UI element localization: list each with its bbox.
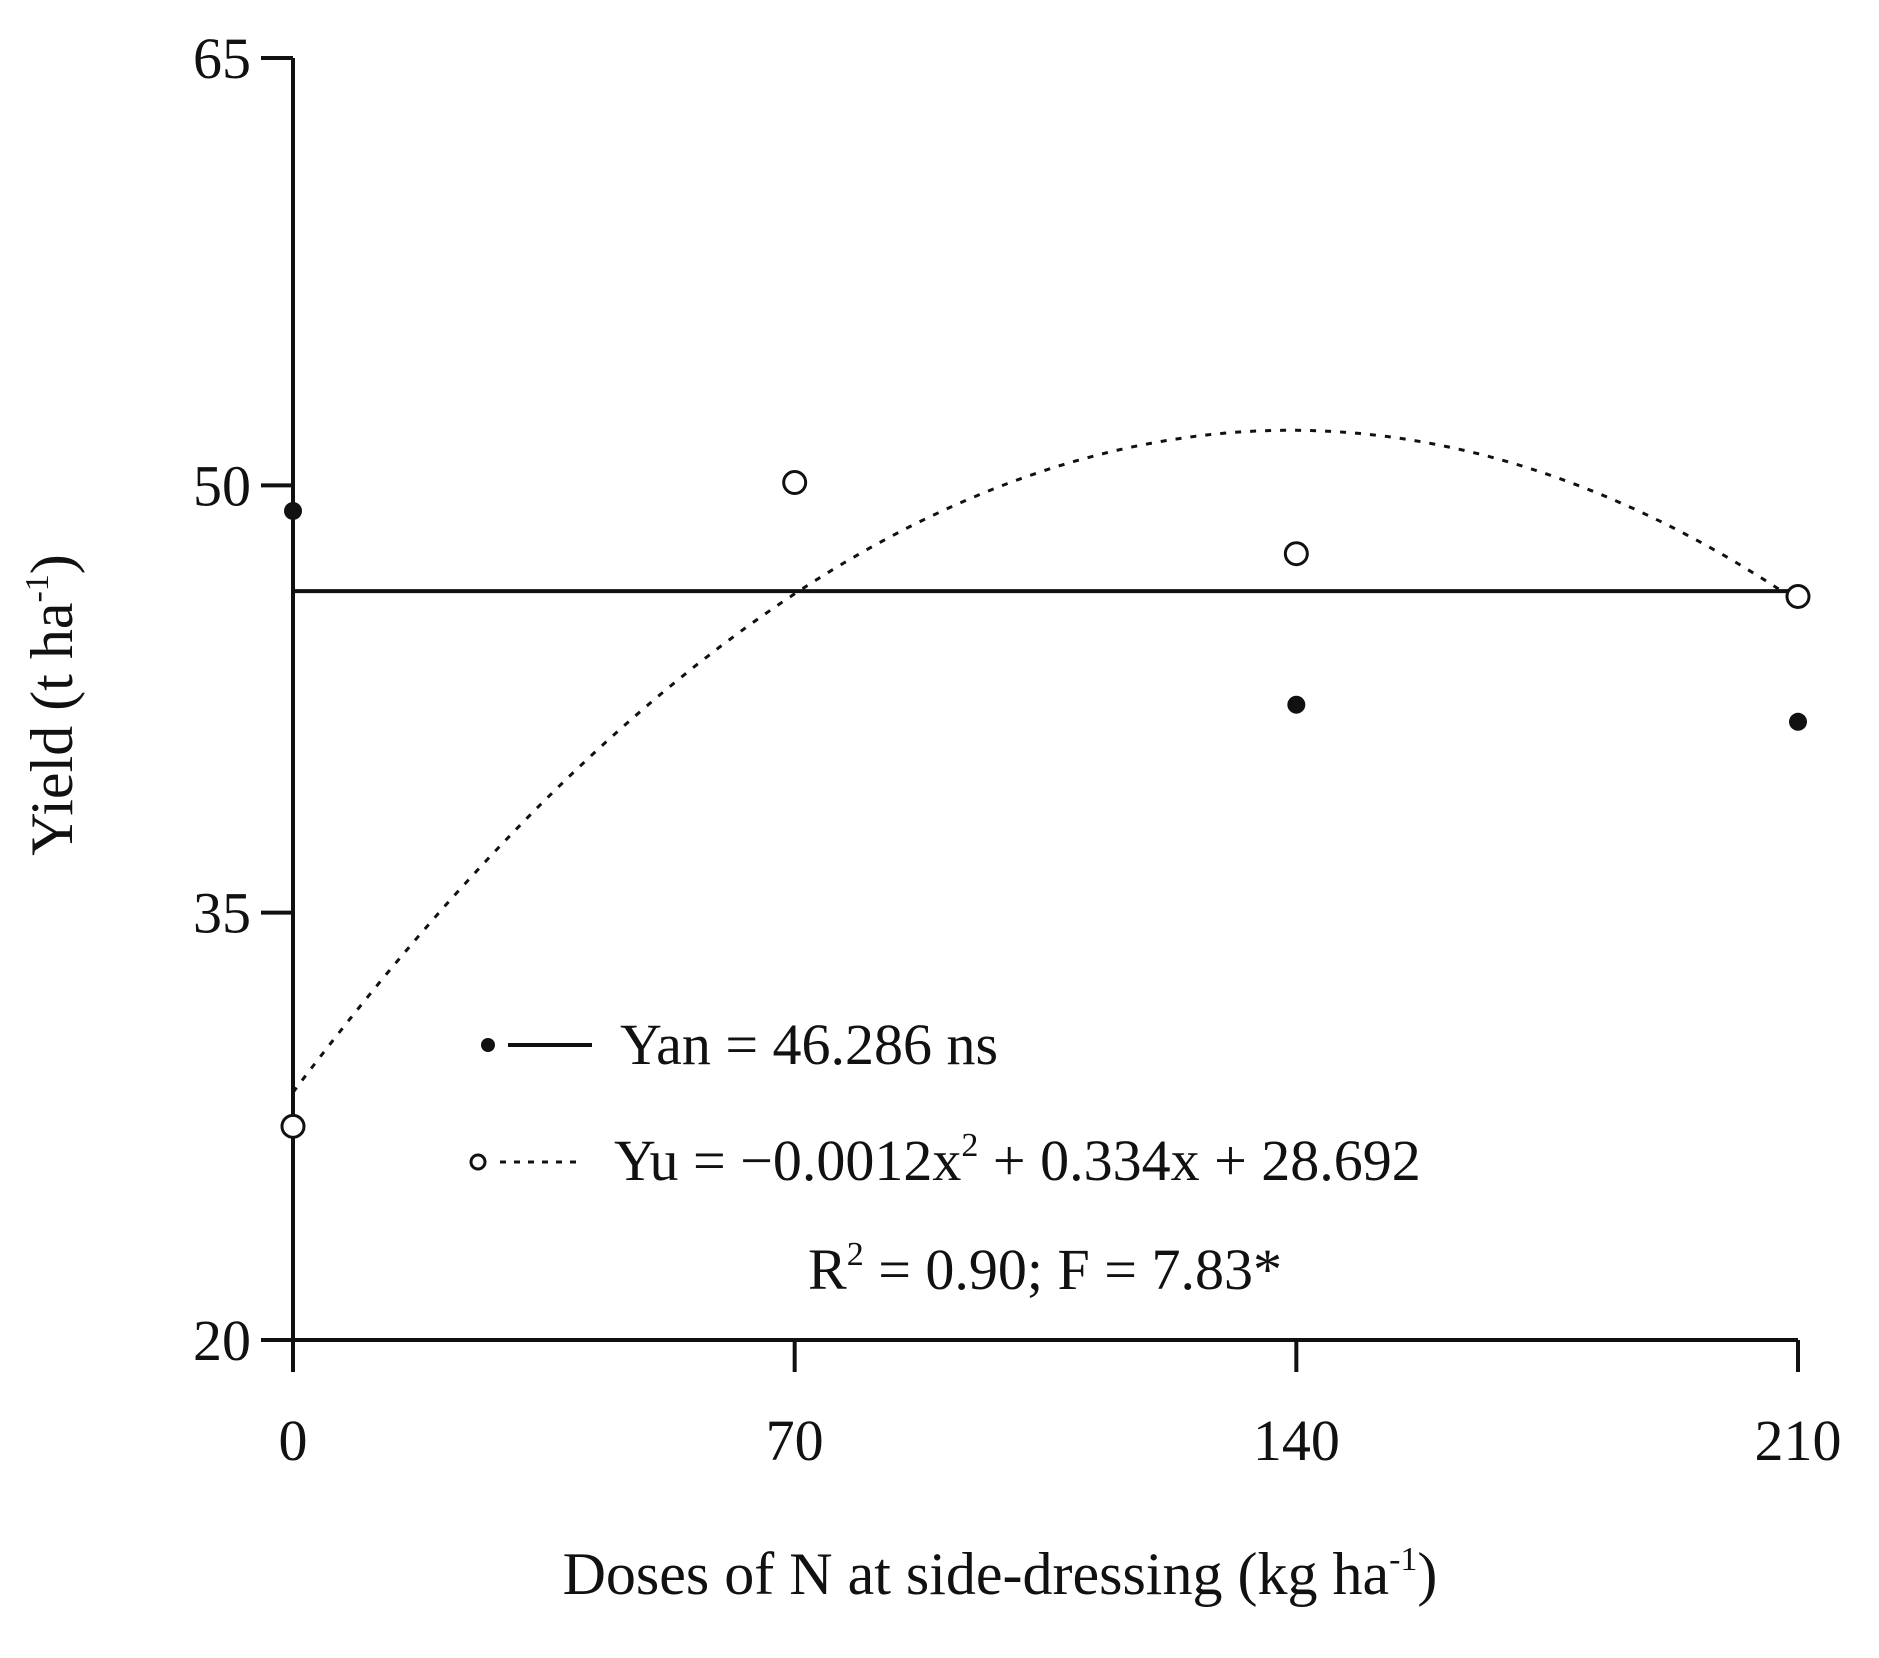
legend-yan-suffix: ns xyxy=(932,1012,998,1077)
legend: Yan = 46.286 ns Yu = −0.0012x2 + 0.334x … xyxy=(469,1012,1421,1302)
legend-stats-sup: 2 xyxy=(847,1236,864,1273)
data-point-yan xyxy=(1287,695,1306,714)
y-axis-label-text: Yield (t ha xyxy=(19,603,85,856)
ticks: 20 35 50 65 0 70 140 210 xyxy=(193,26,1842,1473)
y-tick-label: 65 xyxy=(193,26,251,91)
x-axis-label-text: Doses of N at side-dressing (kg ha xyxy=(563,1541,1390,1607)
x-tick-label: 140 xyxy=(1253,1408,1340,1473)
data-point-yu xyxy=(782,469,808,495)
y-axis-label: Yield (t ha-1) xyxy=(19,554,85,856)
legend-stats-pre: R xyxy=(808,1237,847,1302)
y-axis-label-close: ) xyxy=(19,554,85,574)
legend-marker-yu xyxy=(469,1153,487,1171)
x-axis-label-close: ) xyxy=(1417,1541,1437,1607)
legend-yan-prefix: Yan = xyxy=(620,1012,773,1077)
legend-text-yan: Yan = 46.286 ns xyxy=(620,1012,998,1077)
x-tick-label: 70 xyxy=(766,1408,824,1473)
y-tick-label: 50 xyxy=(193,453,251,518)
y-tick-label: 35 xyxy=(193,881,251,946)
legend-yu-sup: 2 xyxy=(961,1127,978,1164)
legend-yu-prefix: Yu = −0.0012x xyxy=(614,1128,961,1193)
legend-stats-post: = 0.90; F = 7.83* xyxy=(864,1237,1282,1302)
data-point-yan xyxy=(1789,712,1807,731)
series-points xyxy=(280,469,1811,1139)
legend-yan-value: 46.286 xyxy=(773,1012,933,1077)
legend-text-yu: Yu = −0.0012x2 + 0.334x + 28.692 xyxy=(614,1127,1421,1193)
legend-marker-yan xyxy=(481,1038,495,1052)
legend-yu-suffix: + 0.334x + 28.692 xyxy=(978,1128,1420,1193)
series-lines xyxy=(291,428,1799,1094)
x-tick-label: 210 xyxy=(1755,1408,1842,1473)
x-tick-label: 0 xyxy=(279,1408,308,1473)
y-axis-label-exp: -1 xyxy=(19,574,56,602)
data-point-yu xyxy=(1785,583,1811,609)
legend-item-yan: Yan = 46.286 ns xyxy=(481,1012,998,1077)
x-axis-label-exp: -1 xyxy=(1389,1541,1417,1578)
y-tick-label: 20 xyxy=(193,1308,251,1373)
data-point-yu xyxy=(1283,541,1309,567)
data-point-yan xyxy=(284,501,302,520)
legend-item-yu: Yu = −0.0012x2 + 0.334x + 28.692 R2 = 0.… xyxy=(469,1127,1421,1302)
data-point-yu xyxy=(280,1113,306,1139)
fit-curve-yu xyxy=(291,428,1799,1094)
legend-stats-yu: R2 = 0.90; F = 7.83* xyxy=(808,1236,1282,1302)
x-axis-label: Doses of N at side-dressing (kg ha-1) xyxy=(563,1541,1438,1607)
